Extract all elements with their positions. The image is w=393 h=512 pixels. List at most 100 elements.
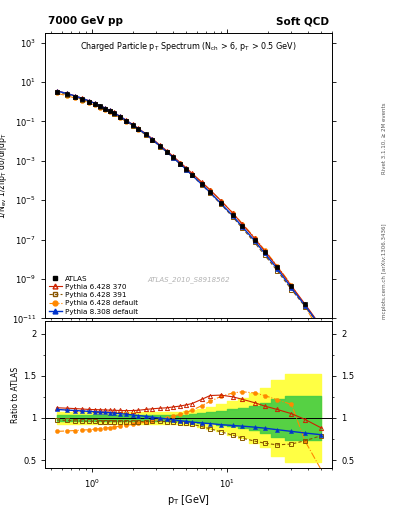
Pythia 6.428 370 [158,142,163,148]
Pythia 6.428 default [240,221,245,227]
Pythia 6.428 370 [55,88,59,94]
Pythia 6.428 391 [55,89,59,95]
Text: Charged Particle p$_{\rm T}$ Spectrum (N$_{\rm ch}$ > 6, p$_{\rm T}$ > 0.5 GeV): Charged Particle p$_{\rm T}$ Spectrum (N… [81,40,297,53]
Pythia 6.428 391 [158,143,163,150]
Pythia 6.428 391 [117,114,122,120]
Pythia 6.428 391 [230,214,235,220]
Pythia 8.308 default [64,91,69,97]
Text: Soft QCD: Soft QCD [276,16,329,26]
Pythia 6.428 default [55,90,59,96]
Pythia 6.428 default [98,104,103,111]
Text: Rivet 3.1.10, ≥ 2M events: Rivet 3.1.10, ≥ 2M events [382,102,387,174]
Pythia 6.428 370 [103,105,107,111]
Pythia 6.428 default [171,154,176,160]
Pythia 6.428 391 [165,150,169,156]
Pythia 6.428 391 [136,126,141,133]
Pythia 8.308 default [130,122,135,128]
Legend: ATLAS, Pythia 6.428 370, Pythia 6.428 391, Pythia 6.428 default, Pythia 8.308 de: ATLAS, Pythia 6.428 370, Pythia 6.428 39… [48,273,139,316]
Pythia 8.308 default [178,161,183,167]
Pythia 8.308 default [219,200,223,206]
Pythia 6.428 370 [165,148,169,154]
Pythia 6.428 391 [208,190,213,196]
Pythia 8.308 default [112,110,116,116]
Pythia 6.428 default [86,100,91,106]
Pythia 6.428 370 [80,95,85,101]
Pythia 8.308 default [92,100,97,106]
Pythia 6.428 370 [171,154,176,160]
Pythia 8.308 default [124,118,129,124]
Pythia 6.428 370 [178,159,183,165]
Pythia 6.428 370 [275,264,279,270]
Y-axis label: Ratio to ATLAS: Ratio to ATLAS [11,367,20,423]
Pythia 6.428 370 [136,125,141,132]
Pythia 6.428 default [184,165,189,172]
Pythia 8.308 default [103,105,107,111]
Pythia 6.428 370 [130,121,135,127]
Pythia 6.428 default [143,132,148,138]
Pythia 6.428 391 [303,304,308,310]
Pythia 8.308 default [252,238,257,244]
Pythia 6.428 default [117,115,122,121]
Pythia 6.428 default [199,180,204,186]
Pythia 6.428 391 [219,201,223,207]
Pythia 6.428 370 [73,93,77,99]
Pythia 6.428 370 [189,170,194,177]
Pythia 6.428 370 [92,100,97,106]
Pythia 8.308 default [199,181,204,187]
Pythia 6.428 370 [303,302,308,308]
Pythia 6.428 370 [289,283,294,289]
Pythia 8.308 default [189,172,194,178]
Pythia 6.428 default [150,137,155,143]
Pythia 6.428 391 [319,325,324,331]
Pythia 6.428 default [124,119,129,125]
Pythia 8.308 default [80,95,85,101]
Text: 7000 GeV pp: 7000 GeV pp [48,16,123,26]
Pythia 8.308 default [262,250,267,257]
Pythia 8.308 default [289,285,294,291]
Pythia 6.428 370 [107,107,112,113]
Pythia 6.428 default [178,160,183,166]
Pythia 8.308 default [319,325,324,331]
Pythia 6.428 default [230,209,235,216]
Line: Pythia 8.308 default: Pythia 8.308 default [55,89,323,330]
Pythia 8.308 default [184,166,189,173]
Line: Pythia 6.428 370: Pythia 6.428 370 [55,89,323,329]
Pythia 6.428 default [103,106,107,113]
Pythia 8.308 default [55,88,59,94]
Pythia 6.428 391 [171,155,176,161]
Text: ATLAS_2010_S8918562: ATLAS_2010_S8918562 [147,276,230,283]
Pythia 6.428 default [158,143,163,150]
Pythia 6.428 370 [86,98,91,104]
Line: Pythia 6.428 391: Pythia 6.428 391 [55,90,323,330]
Pythia 6.428 391 [112,111,116,117]
Pythia 6.428 391 [107,109,112,115]
Pythia 6.428 391 [184,167,189,173]
Pythia 6.428 370 [262,248,267,254]
Pythia 6.428 370 [150,136,155,142]
Pythia 6.428 default [319,331,324,337]
Pythia 6.428 391 [86,99,91,105]
Pythia 6.428 391 [240,225,245,231]
Pythia 6.428 391 [64,92,69,98]
Pythia 6.428 default [112,111,116,117]
Pythia 8.308 default [230,212,235,219]
Y-axis label: 1/N$_{\rm ev}$ 1/2πp$_{\rm T}$ dσ/dηdp$_{\rm T}$: 1/N$_{\rm ev}$ 1/2πp$_{\rm T}$ dσ/dηdp$_… [0,133,9,219]
Pythia 6.428 default [303,304,308,310]
Pythia 6.428 370 [199,179,204,185]
Pythia 6.428 default [289,282,294,288]
Pythia 8.308 default [117,113,122,119]
Pythia 6.428 370 [98,102,103,109]
Pythia 6.428 default [275,263,279,269]
Pythia 8.308 default [303,303,308,309]
Pythia 6.428 default [165,149,169,155]
Pythia 6.428 370 [208,187,213,193]
Pythia 6.428 370 [143,131,148,137]
Line: Pythia 6.428 default: Pythia 6.428 default [55,91,323,336]
Pythia 6.428 391 [289,287,294,293]
Pythia 8.308 default [165,149,169,155]
Pythia 6.428 default [73,95,77,101]
Pythia 6.428 391 [189,172,194,178]
Pythia 6.428 default [136,126,141,133]
Pythia 6.428 391 [92,101,97,108]
Pythia 8.308 default [136,126,141,132]
